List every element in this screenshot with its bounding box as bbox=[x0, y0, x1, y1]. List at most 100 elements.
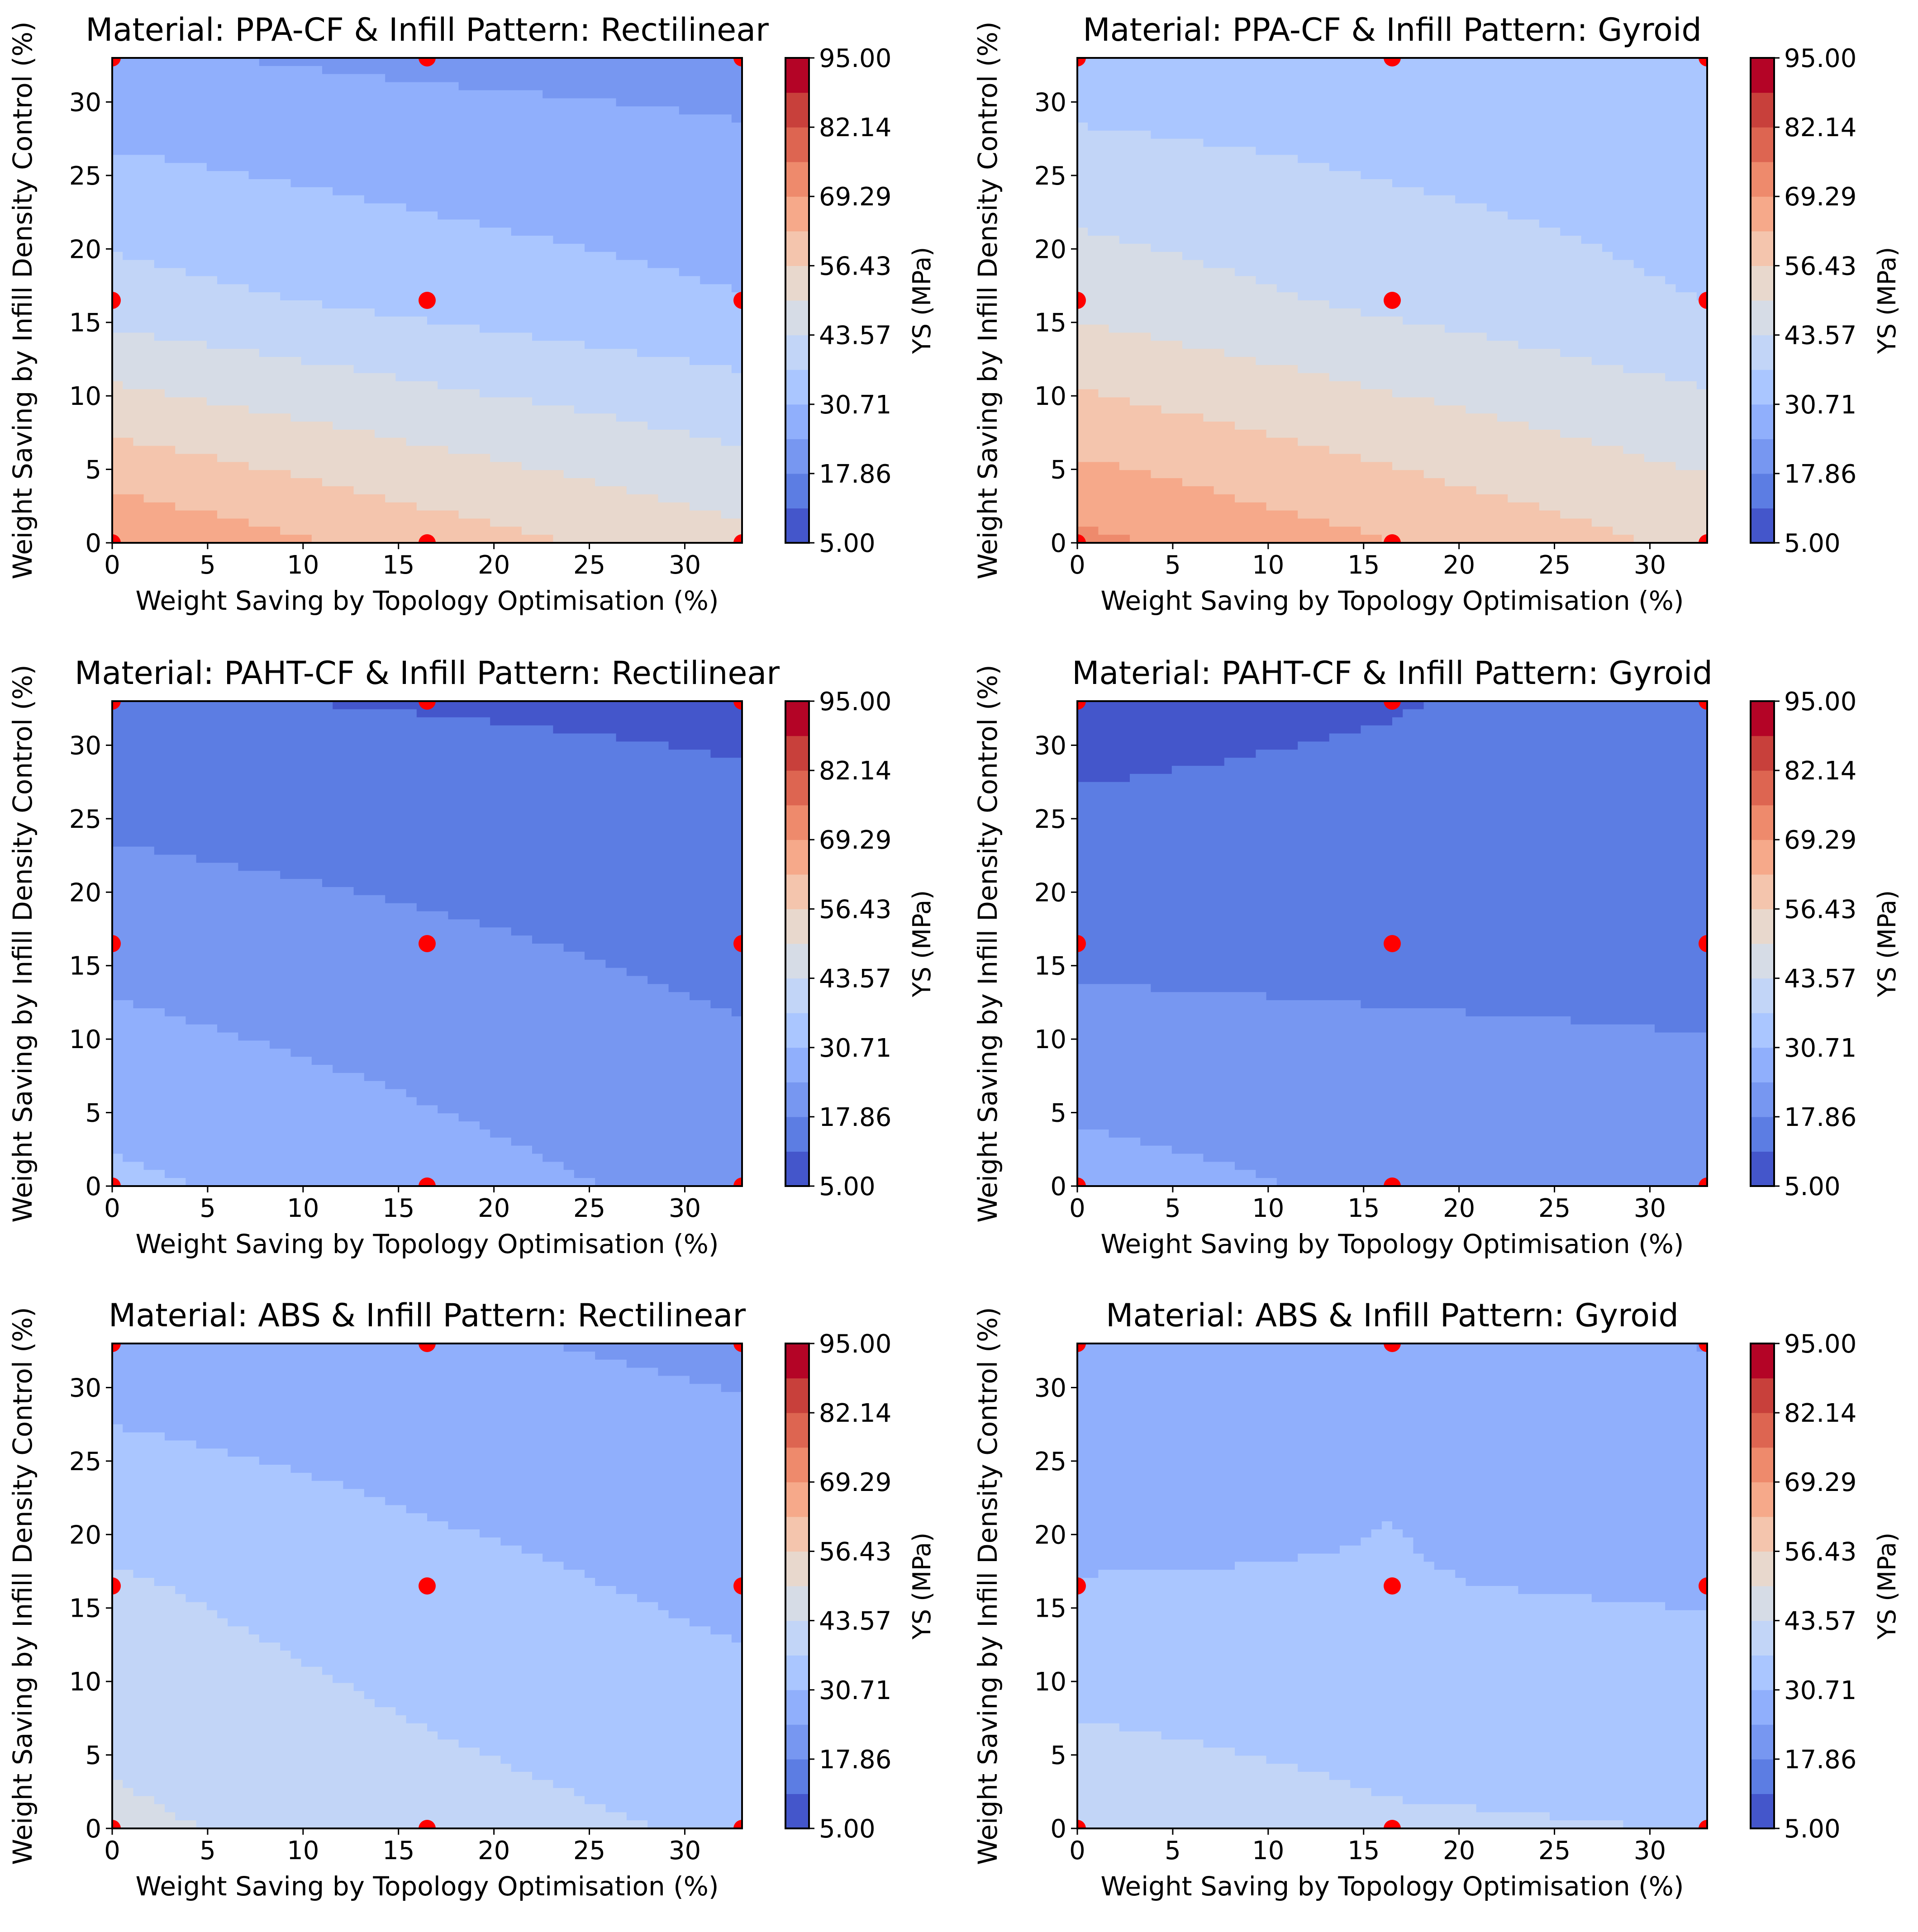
colorbar-tick-label: 82.14 bbox=[819, 1399, 891, 1428]
contour-field bbox=[1077, 701, 1707, 1186]
colorbar-frame bbox=[785, 1343, 810, 1829]
x-tick-label: 0 bbox=[104, 1836, 120, 1866]
colorbar-label: YS (MPa) bbox=[908, 890, 936, 997]
y-tick-label: 15 bbox=[69, 1594, 101, 1623]
sample-point bbox=[733, 1343, 742, 1352]
x-tick-label: 15 bbox=[1347, 1836, 1380, 1866]
sample-point bbox=[1699, 292, 1707, 309]
colorbar-segment bbox=[1751, 701, 1774, 736]
x-tick-label: 5 bbox=[1165, 551, 1181, 580]
sample-point bbox=[1077, 1820, 1086, 1828]
colorbar-segment bbox=[785, 944, 809, 979]
colorbar-segment bbox=[785, 1413, 809, 1448]
y-tick-label: 30 bbox=[69, 88, 101, 117]
y-tick-label: 25 bbox=[69, 805, 101, 834]
colorbar-label: YS (MPa) bbox=[908, 1533, 936, 1640]
sample-point bbox=[1077, 701, 1086, 710]
plot-frame bbox=[111, 700, 743, 1187]
colorbar-segment bbox=[1751, 874, 1774, 910]
colorbar-tick-label: 56.43 bbox=[819, 1537, 891, 1566]
colorbar-tick-label: 82.14 bbox=[1784, 113, 1856, 142]
colorbar-segment bbox=[785, 1759, 809, 1794]
colorbar-segment bbox=[1751, 335, 1774, 370]
colorbar-frame bbox=[785, 700, 810, 1187]
sample-point bbox=[112, 1343, 121, 1352]
sample-point bbox=[112, 292, 121, 309]
x-axis-label: Weight Saving by Topology Optimisation (… bbox=[135, 1871, 719, 1902]
colorbar-segment bbox=[785, 1151, 809, 1187]
colorbar-tick-label: 69.29 bbox=[819, 826, 891, 855]
colorbar-segment bbox=[785, 1047, 809, 1082]
subplot-6: Material: ABS & Infill Pattern: Gyroid 0 5… bbox=[972, 1297, 1901, 1902]
colorbar-segment bbox=[1751, 1151, 1774, 1187]
x-axis-label: Weight Saving by Topology Optimisation (… bbox=[1100, 585, 1684, 616]
colorbar: 5.00 17.86 30.71 43.57 56.43 69.29 82.14 95.00 Y… bbox=[1750, 44, 1901, 558]
colorbar: 5.00 17.86 30.71 43.57 56.43 69.29 82.14 95.00 Y… bbox=[785, 1329, 936, 1844]
colorbar-segment bbox=[785, 1447, 809, 1482]
sample-point bbox=[733, 534, 742, 543]
colorbar-tick-label: 69.29 bbox=[1784, 826, 1856, 855]
y-axis-label: Weight Saving by Infill Density Control … bbox=[972, 665, 1003, 1222]
contour-field bbox=[1077, 58, 1707, 543]
subplot-3: Material: PAHT-CF & Infill Pattern: Rect… bbox=[7, 655, 936, 1259]
colorbar-tick-label: 69.29 bbox=[819, 182, 891, 212]
y-tick-label: 5 bbox=[1050, 1741, 1066, 1771]
colorbar-segment bbox=[785, 1690, 809, 1725]
colorbar-segment bbox=[1751, 1082, 1774, 1117]
x-tick-label: 30 bbox=[669, 1836, 701, 1866]
colorbar-segment bbox=[1751, 300, 1774, 336]
colorbar-label: YS (MPa) bbox=[908, 247, 936, 354]
y-tick-label: 30 bbox=[1034, 88, 1066, 117]
colorbar-segment bbox=[1751, 161, 1774, 197]
colorbar-tick-label: 30.71 bbox=[819, 1034, 891, 1063]
subplot-title: Material: ABS & Infill Pattern: Gyroid bbox=[1106, 1297, 1679, 1334]
y-tick-label: 15 bbox=[1034, 1594, 1066, 1623]
plot-frame bbox=[111, 57, 743, 544]
y-tick-label: 10 bbox=[1034, 1025, 1066, 1054]
subplot-5: Material: ABS & Infill Pattern: Rectilin… bbox=[7, 1297, 936, 1902]
y-tick-label: 25 bbox=[1034, 805, 1066, 834]
x-tick-label: 0 bbox=[104, 551, 120, 580]
colorbar-segment bbox=[785, 1586, 809, 1621]
y-tick-label: 30 bbox=[1034, 731, 1066, 760]
colorbar-segment bbox=[785, 909, 809, 944]
subplot-2: Material: PPA-CF & Infill Pattern: Gyroi… bbox=[972, 11, 1901, 616]
colorbar-frame bbox=[785, 57, 810, 544]
x-tick-label: 20 bbox=[478, 1836, 510, 1866]
x-tick-label: 5 bbox=[200, 1194, 216, 1223]
colorbar-label: YS (MPa) bbox=[1873, 1533, 1901, 1640]
colorbar-tick-label: 69.29 bbox=[819, 1468, 891, 1497]
colorbar-segment bbox=[1751, 909, 1774, 944]
colorbar-segment bbox=[785, 701, 809, 736]
y-axis-label: Weight Saving by Infill Density Control … bbox=[7, 665, 38, 1222]
sample-point bbox=[419, 1177, 436, 1186]
colorbar-segment bbox=[1751, 1794, 1774, 1829]
colorbar-tick-label: 5.00 bbox=[819, 529, 876, 558]
colorbar-segment bbox=[1751, 770, 1774, 806]
y-tick-label: 10 bbox=[69, 1025, 101, 1054]
sample-point bbox=[112, 935, 121, 952]
plot-frame bbox=[1076, 57, 1708, 544]
x-tick-label: 5 bbox=[1165, 1836, 1181, 1866]
x-tick-label: 15 bbox=[1347, 551, 1380, 580]
colorbar-segment bbox=[785, 1082, 809, 1117]
colorbar-tick-label: 43.57 bbox=[1784, 1607, 1856, 1636]
colorbar-segment bbox=[785, 300, 809, 336]
sample-point bbox=[1384, 935, 1401, 952]
colorbar-tick-label: 56.43 bbox=[1784, 1537, 1856, 1566]
y-tick-label: 15 bbox=[69, 952, 101, 981]
colorbar-segment bbox=[1751, 805, 1774, 840]
sample-point bbox=[1384, 1820, 1401, 1828]
sample-point bbox=[419, 1343, 436, 1352]
colorbar-tick-label: 82.14 bbox=[1784, 1399, 1856, 1428]
sample-point bbox=[112, 1577, 121, 1595]
x-tick-label: 10 bbox=[1252, 1194, 1284, 1223]
colorbar-tick-label: 17.86 bbox=[1784, 1745, 1856, 1775]
sample-point bbox=[1384, 1343, 1401, 1352]
colorbar-segment bbox=[1751, 1116, 1774, 1152]
y-axis-label: Weight Saving by Infill Density Control … bbox=[7, 1307, 38, 1865]
y-axis-label: Weight Saving by Infill Density Control … bbox=[7, 21, 38, 579]
contour-field bbox=[112, 58, 742, 543]
colorbar-segment bbox=[785, 978, 809, 1013]
x-tick-label: 30 bbox=[1634, 1836, 1666, 1866]
